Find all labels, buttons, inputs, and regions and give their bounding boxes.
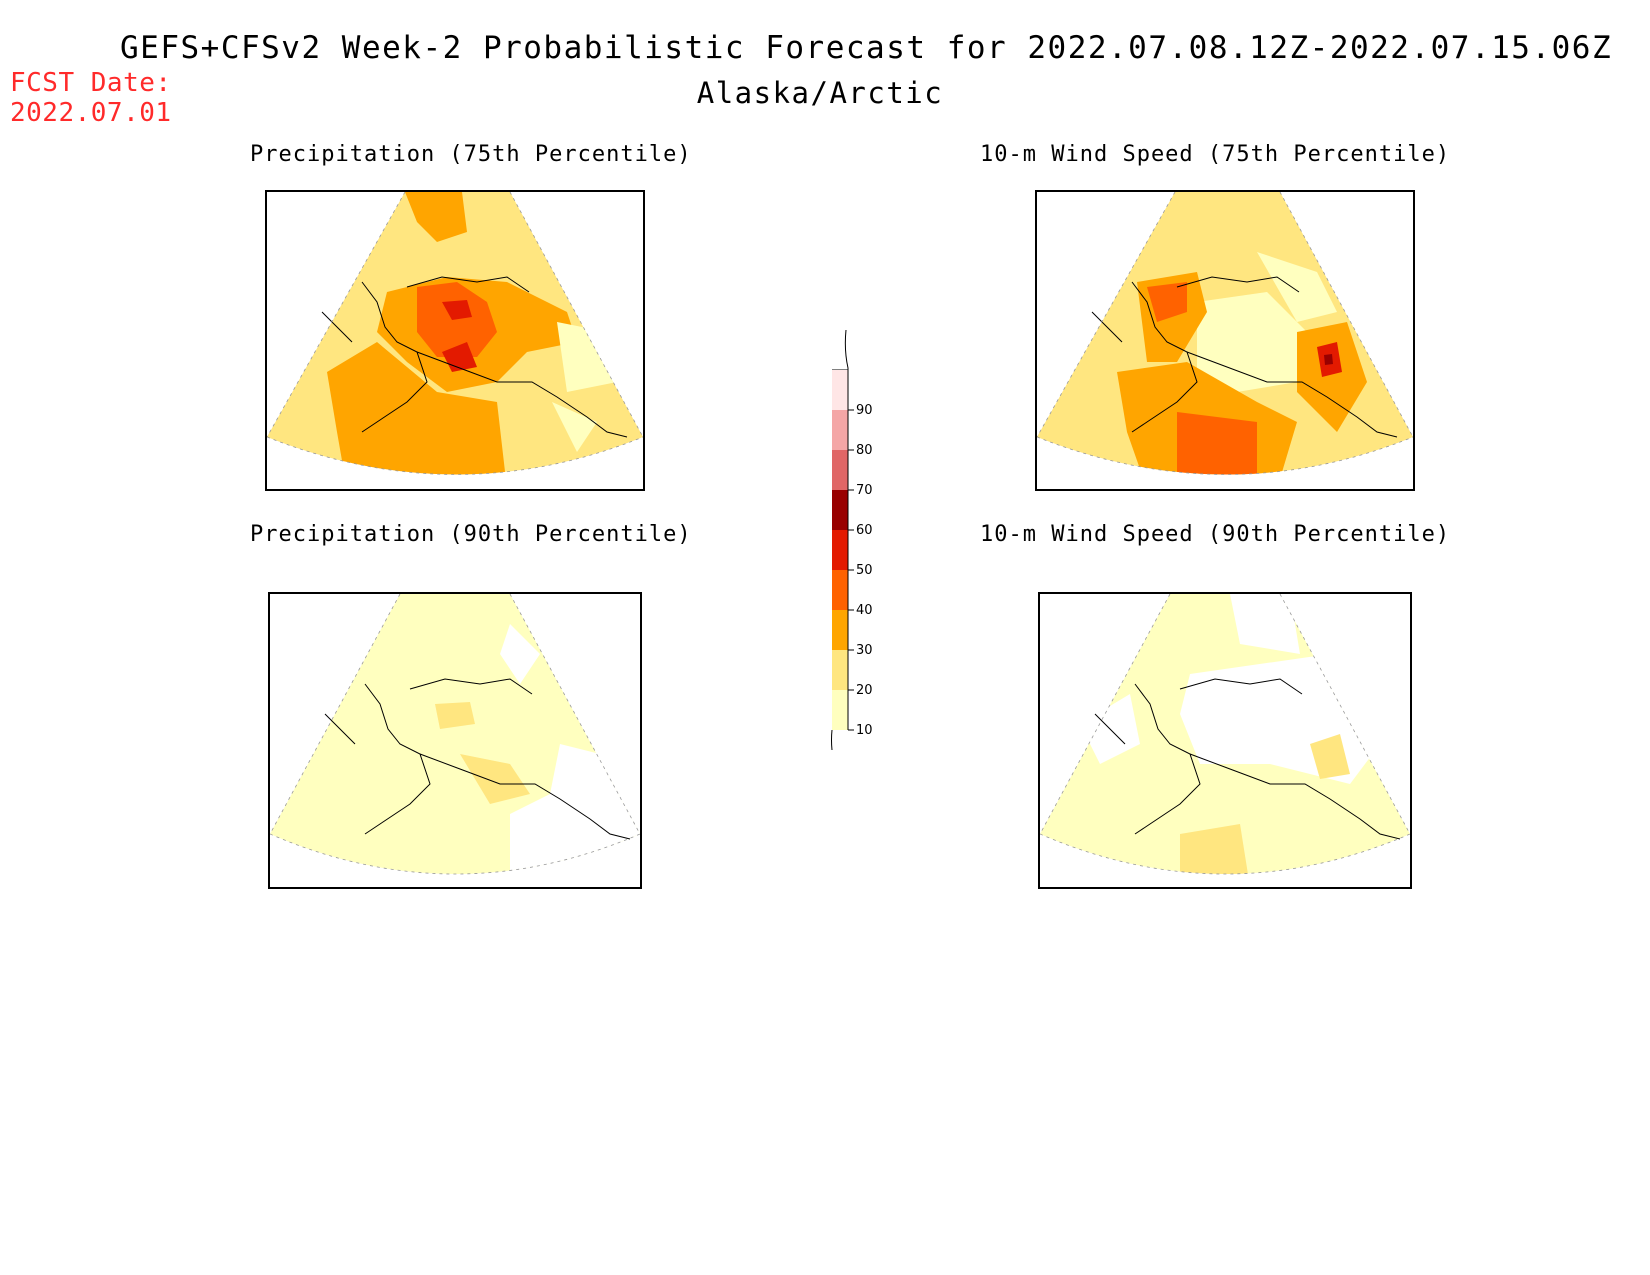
panel-title-wind75: 10-m Wind Speed (75th Percentile) [980,142,1451,167]
legend-tick-label: 70 [856,483,873,498]
main-title: GEFS+CFSv2 Week-2 Probabilistic Forecast… [120,30,1613,66]
panel-title-precip75: Precipitation (75th Percentile) [250,142,692,167]
map-wind90 [1038,592,1412,889]
legend-swatch [832,530,848,570]
legend-swatch [832,410,848,450]
panel-title-wind90: 10-m Wind Speed (90th Percentile) [980,522,1451,547]
legend-tick-label: 10 [856,723,873,738]
fcst-date: FCST Date: 2022.07.01 [10,68,172,128]
legend-tick-label: 20 [856,683,873,698]
panel-title-precip90: Precipitation (90th Percentile) [250,522,692,547]
legend-tick-label: 60 [856,523,873,538]
legend-swatch [832,370,848,410]
legend-swatch [832,450,848,490]
map-precip90 [268,592,642,889]
legend-tick-label: 40 [856,603,873,618]
legend-svg: 90 80 70 60 50 40 30 20 10 [831,329,873,771]
legend-swatch [832,570,848,610]
legend-tick-label: 90 [856,403,873,418]
sub-title: Alaska/Arctic [696,76,944,110]
fcst-date-value: 2022.07.01 [10,98,172,128]
legend-cap-top [832,329,849,371]
legend-tick-label: 50 [856,563,873,578]
map-wind75 [1035,190,1415,491]
legend-cap-bottom [831,729,837,771]
map-precip75 [265,190,645,491]
legend-tick-label: 30 [856,643,873,658]
legend-swatch [832,690,848,730]
legend-swatch [832,650,848,690]
legend-tick-label: 80 [856,443,873,458]
legend-swatch [832,490,848,530]
fcst-date-label: FCST Date: [10,68,172,98]
legend-swatch [832,610,848,650]
color-legend: 90 80 70 60 50 40 30 20 10 [820,329,900,771]
